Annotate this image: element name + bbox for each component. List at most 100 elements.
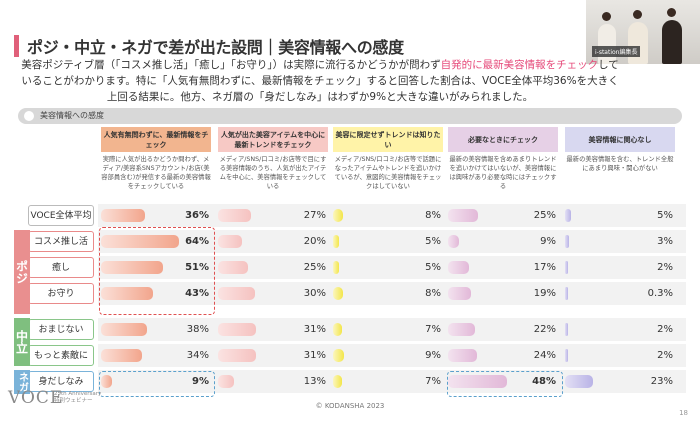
voce-logo: VOCE [8, 388, 64, 408]
value-label: 8% [425, 288, 441, 299]
value-bar [448, 209, 478, 222]
value-label: 31% [303, 350, 326, 361]
value-label: 34% [186, 350, 209, 361]
bullet-icon [24, 111, 34, 121]
value-bar [565, 261, 568, 274]
group-label-nega: ネガ [14, 370, 30, 394]
value-bar [101, 375, 112, 388]
value-label: 9% [192, 376, 209, 387]
description-highlight: 自発的に最新美容情報をチェック [440, 59, 599, 71]
value-bar [333, 287, 343, 300]
description-text: 美容ポジティブ層（「コスメ推し活」「癒し」「お守り」）は実際に流行るかどうかが問… [21, 59, 441, 71]
row-label: VOCE全体平均 [28, 205, 94, 226]
column-description: メディア/SNS/口コミ/お店等で話題になったアイテムやトレンドを追いかけている… [334, 156, 442, 190]
value-bar [565, 209, 571, 222]
value-bar [448, 349, 477, 362]
presenter-figure [662, 20, 682, 64]
value-label: 24% [533, 350, 556, 361]
value-label: 5% [657, 210, 673, 221]
group-label-neutral: 中立 [14, 318, 30, 366]
value-bar [448, 287, 471, 300]
video-name-label: i-station編集長 [592, 46, 641, 57]
title-accent-bar [14, 35, 19, 57]
highlight-box-posi [99, 227, 215, 315]
column-header: 人気有無問わずに、最新情報をチェック [101, 127, 211, 152]
column-header: 美容情報に関心なし [565, 127, 675, 152]
value-label: 0.3% [647, 288, 673, 299]
value-bar [218, 261, 248, 274]
section-label-bar: 美容情報への感度 [18, 108, 682, 124]
column-description: 実際に人気が出るかどうか問わず、メディア/美容系SNSアカウント/お店(美容部員… [101, 156, 211, 190]
value-label: 31% [303, 324, 326, 335]
value-bar [218, 235, 242, 248]
value-label: 2% [657, 350, 673, 361]
row-label: もっと素敵に [28, 345, 94, 366]
value-label: 13% [303, 376, 326, 387]
group-label-text: ポジ [14, 260, 29, 284]
copyright: © KODANSHA 2023 [315, 402, 385, 410]
description-text: していることがわかります。特に「人気有無問わずに、最新情報をチェック」すると回答… [21, 59, 619, 103]
value-label: 48% [532, 376, 556, 387]
column-header: 必要なときにチェック [448, 127, 558, 152]
table-row [98, 230, 686, 253]
value-label: 2% [657, 324, 673, 335]
group-label-posi: ポジ [14, 230, 30, 314]
value-bar [565, 235, 569, 248]
value-label: 27% [303, 210, 326, 221]
slide-title: ポジ・中立・ネガで差が出た設問｜美容情報への感度 [27, 38, 404, 57]
column-description: 最新の美容情報を含めあまりトレンドを追いかけてはいないが、美容情報には興味があり… [449, 156, 557, 190]
highlight-box-nega-col4 [447, 371, 563, 397]
value-bar [218, 287, 255, 300]
value-bar [333, 209, 343, 222]
value-label: 64% [185, 236, 209, 247]
table-row [98, 370, 686, 393]
value-bar [218, 209, 251, 222]
row-label: 癒し [28, 257, 94, 278]
video-thumbnail[interactable]: i-station編集長 [586, 0, 700, 64]
page-number: 18 [679, 409, 688, 417]
value-label: 51% [185, 262, 209, 273]
value-bar [448, 323, 475, 336]
value-label: 9% [540, 236, 556, 247]
value-bar [448, 375, 507, 388]
value-bar [101, 349, 142, 362]
value-label: 22% [533, 324, 556, 335]
group-label-text: 中立 [14, 330, 29, 354]
value-bar [448, 261, 469, 274]
value-label: 8% [425, 210, 441, 221]
logo-sub-line: 特別ウェビナー [54, 398, 93, 404]
row-label: おまじない [28, 319, 94, 340]
section-label: 美容情報への感度 [40, 111, 104, 120]
value-bar [101, 209, 145, 222]
logo-subtitle: 25th Anniversary 特別ウェビナー [54, 391, 101, 405]
logo-sub-line: 25th Anniversary [54, 391, 102, 397]
value-label: 38% [186, 324, 209, 335]
value-bar [565, 323, 568, 336]
value-bar [218, 349, 256, 362]
column-header: 人気が出た美容アイテムを中心に最新トレンドをチェック [218, 127, 328, 152]
group-label-text: ネガ [16, 372, 28, 392]
highlight-box-nega-col1 [99, 371, 215, 397]
value-bar [101, 323, 147, 336]
value-bar [218, 375, 234, 388]
value-bar [218, 323, 256, 336]
column-description: メディア/SNS/口コミ/お店等で目にする美容情報のうち、人気が出たアイテムを中… [219, 156, 327, 190]
value-bar [101, 235, 179, 248]
value-bar [448, 235, 459, 248]
value-bar [101, 287, 153, 300]
value-label: 36% [185, 210, 209, 221]
value-label: 2% [657, 262, 673, 273]
value-label: 9% [425, 350, 441, 361]
value-label: 3% [657, 236, 673, 247]
value-label: 19% [533, 288, 556, 299]
value-label: 5% [425, 262, 441, 273]
value-bar [333, 235, 339, 248]
value-label: 17% [533, 262, 556, 273]
column-header: 美容に限定せずトレンドは知りたい [333, 127, 443, 152]
value-label: 5% [425, 236, 441, 247]
row-label: お守り [28, 283, 94, 304]
value-label: 30% [303, 288, 326, 299]
value-bar [101, 261, 163, 274]
value-bar [333, 261, 339, 274]
presenter-figure [628, 22, 648, 64]
